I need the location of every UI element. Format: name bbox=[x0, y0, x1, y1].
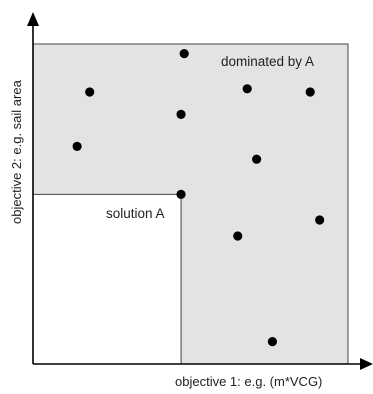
solution-point bbox=[72, 141, 82, 151]
solution-point bbox=[233, 231, 243, 241]
dominated-region bbox=[32, 43, 349, 365]
solution-point bbox=[242, 84, 252, 94]
solution-a-label: solution A bbox=[106, 206, 165, 221]
solution-point bbox=[176, 109, 186, 119]
solution-point bbox=[252, 154, 262, 164]
x-axis-label: objective 1: e.g. (m*VCG) bbox=[175, 374, 322, 389]
points-layer bbox=[72, 49, 325, 347]
y-axis-arrowhead bbox=[27, 12, 39, 26]
y-axis-label: objective 2: e.g. sail area bbox=[9, 79, 24, 224]
solution-point bbox=[305, 87, 315, 97]
solution-a-point bbox=[176, 189, 186, 199]
dominated-region-label: dominated by A bbox=[221, 54, 314, 69]
solution-point bbox=[315, 215, 325, 225]
solution-point bbox=[85, 87, 95, 97]
solution-point bbox=[179, 49, 189, 59]
solution-point bbox=[267, 337, 277, 347]
x-axis-arrowhead bbox=[360, 358, 373, 370]
